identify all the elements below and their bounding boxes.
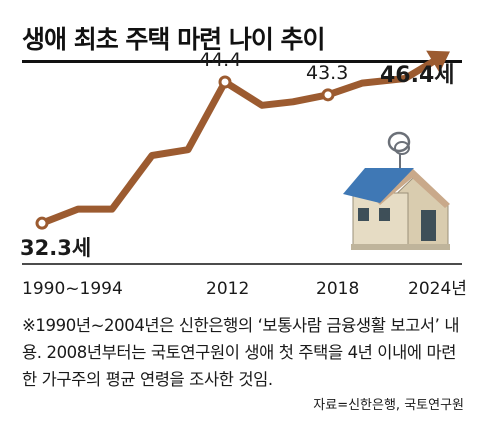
x-tick-label-0: 1990~1994 xyxy=(22,279,123,299)
data-label-1990: 32.3세 xyxy=(20,236,91,260)
house-window-left xyxy=(358,208,369,221)
footnote: ※1990년~2004년은 신한은행의 ‘보통사람 금융생활 보고서’ 내용. … xyxy=(22,316,460,389)
source-credit: 자료=신한은행, 국토연구원 xyxy=(313,398,464,413)
chart-title: 생애 최초 주택 마련 나이 추이 xyxy=(22,25,326,54)
key-ring-inner xyxy=(394,141,410,155)
data-label-2018: 43.3 xyxy=(306,62,348,84)
x-tick-label-2: 2018 xyxy=(316,279,359,299)
data-label-2012: 44.4 xyxy=(199,49,241,71)
house-roof xyxy=(343,168,414,203)
data-point-2018 xyxy=(321,88,335,102)
house-base xyxy=(351,244,450,250)
data-label-2024: 46.4세 xyxy=(380,63,455,88)
arrow-head-icon xyxy=(426,50,450,73)
house-keyring-icon xyxy=(343,131,450,250)
house-door xyxy=(421,210,436,241)
data-point-2012 xyxy=(218,75,232,89)
x-tick-label-3: 2024년 xyxy=(408,279,467,299)
x-tick-label-1: 2012 xyxy=(206,279,249,299)
title-rule xyxy=(22,60,462,63)
data-point-1990 xyxy=(35,216,49,230)
series-line xyxy=(38,56,440,227)
key-ring xyxy=(387,131,411,153)
house-window-right xyxy=(379,208,390,221)
